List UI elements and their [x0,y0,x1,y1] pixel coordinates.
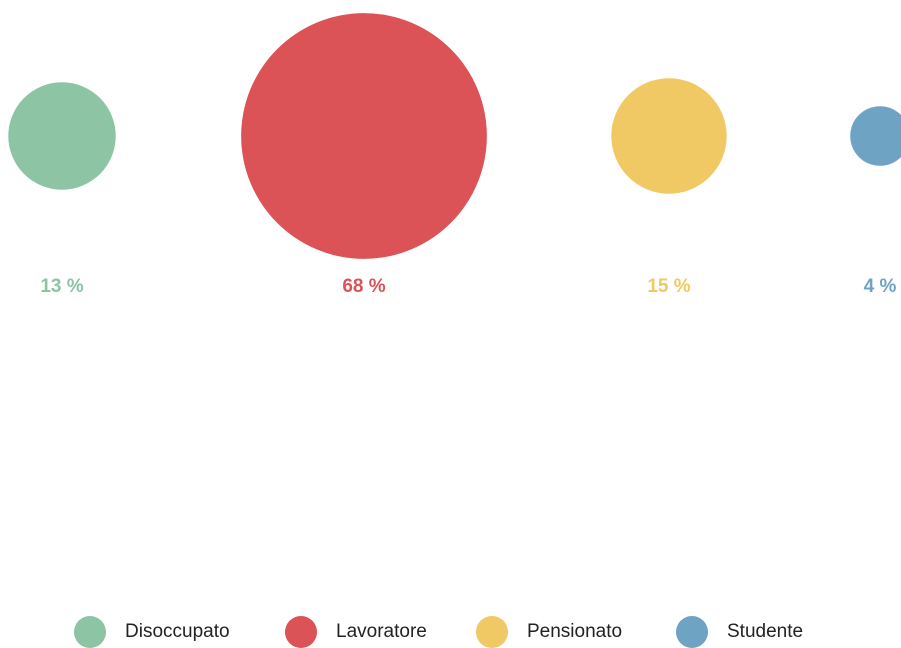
bubble [611,78,727,194]
value-label: 4 % [864,276,897,297]
bubble [8,82,116,190]
legend-label[interactable]: Lavoratore [336,621,427,642]
legend-label[interactable]: Studente [727,621,803,642]
bubble [850,106,901,166]
bubble [241,13,487,259]
legend-marker[interactable] [676,616,708,648]
legend-marker[interactable] [285,616,317,648]
value-label: 68 % [342,276,385,297]
legend-marker[interactable] [74,616,106,648]
value-label: 13 % [40,276,83,297]
value-label: 15 % [647,276,690,297]
legend-label[interactable]: Pensionato [527,621,622,642]
legend-marker[interactable] [476,616,508,648]
legend-label[interactable]: Disoccupato [125,621,230,642]
